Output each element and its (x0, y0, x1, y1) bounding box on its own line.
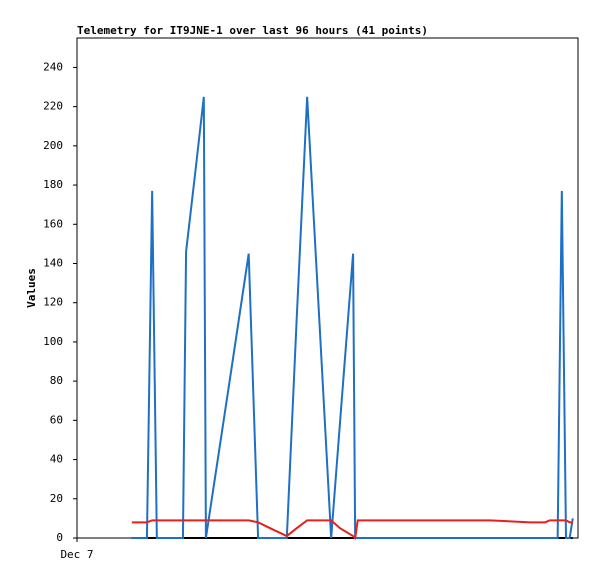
y-tick-label: 20 (50, 492, 63, 505)
y-tick-label: 0 (56, 531, 63, 544)
series-line (131, 519, 573, 541)
y-tick-label: 120 (43, 296, 63, 309)
y-tick-label: 40 (50, 453, 63, 466)
y-tick-label: 200 (43, 139, 63, 152)
y-tick-label: 80 (50, 374, 63, 387)
y-tick-label: 140 (43, 256, 63, 269)
y-tick-label: 160 (43, 217, 63, 230)
series-line (131, 96, 574, 539)
chart-title: Telemetry for IT9JNE-1 over last 96 hour… (77, 24, 428, 37)
y-tick-label: 220 (43, 100, 63, 113)
y-tick-label: 60 (50, 413, 63, 426)
y-tick-label: 180 (43, 178, 63, 191)
x-tick-label: Dec 7 (60, 548, 93, 561)
y-tick-label: 100 (43, 335, 63, 348)
y-axis-label: Values (25, 268, 38, 308)
y-tick-label: 240 (43, 60, 63, 73)
